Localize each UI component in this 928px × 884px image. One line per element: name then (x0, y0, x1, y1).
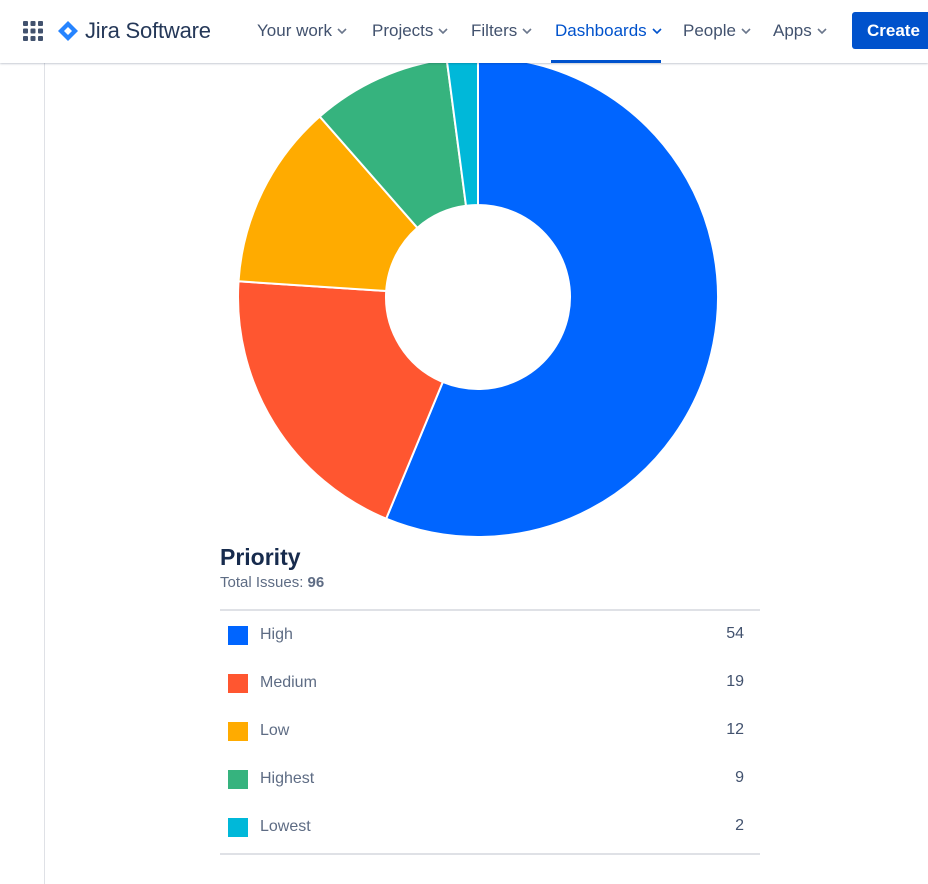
nav-your-work-label: Your work (257, 21, 332, 40)
total-issues-value: 96 (307, 574, 325, 591)
chevron-down-icon (438, 28, 448, 35)
legend-swatch (228, 722, 248, 741)
nav-people-label: People (683, 21, 736, 40)
legend-row-medium[interactable]: Medium 19 (220, 660, 760, 708)
legend-swatch (228, 626, 248, 645)
legend-row-highest[interactable]: Highest 9 (220, 756, 760, 804)
nav-apps[interactable]: Apps (773, 19, 827, 43)
chevron-down-icon (337, 28, 347, 35)
nav-projects-label: Projects (372, 21, 434, 40)
legend-label[interactable]: Highest (260, 770, 315, 787)
total-issues-label: Total Issues: (220, 574, 304, 591)
chevron-down-icon (652, 28, 662, 35)
legend-swatch (228, 674, 248, 693)
donut-slice-low[interactable] (237, 115, 419, 293)
legend-label[interactable]: Low (260, 722, 290, 739)
chevron-down-icon (522, 28, 532, 35)
sidebar-divider (44, 63, 45, 884)
legend-row-high[interactable]: High 54 (220, 612, 760, 660)
legend-count: 19 (726, 673, 744, 690)
legend-count: 2 (735, 817, 744, 834)
legend-row-low[interactable]: Low 12 (220, 708, 760, 756)
donut-slice-high[interactable] (384, 55, 719, 538)
priority-legend: High 54 Medium 19 Low 12 Highest 9 Lowes… (220, 609, 760, 855)
legend-label[interactable]: Medium (260, 674, 317, 691)
nav-dashboards-label: Dashboards (555, 21, 647, 40)
total-issues: Total Issues: 96 (220, 574, 324, 591)
legend-count: 12 (726, 721, 744, 738)
jira-software-logo[interactable]: Jira Software (58, 17, 211, 45)
jira-diamond-icon (58, 21, 78, 41)
create-button[interactable]: Create (852, 12, 928, 49)
chevron-down-icon (741, 28, 751, 35)
legend-swatch (228, 818, 248, 837)
legend-label[interactable]: High (260, 626, 293, 643)
legend-count: 9 (735, 769, 744, 786)
chevron-down-icon (817, 28, 827, 35)
nav-filters[interactable]: Filters (471, 19, 532, 43)
legend-row-lowest[interactable]: Lowest 2 (220, 804, 760, 852)
top-navigation: Jira Software Your work Projects Filters… (0, 0, 928, 63)
app-switcher-grid-icon[interactable] (23, 21, 43, 41)
chart-title: Priority (220, 544, 301, 570)
nav-people[interactable]: People (683, 19, 751, 43)
nav-projects[interactable]: Projects (372, 19, 448, 43)
donut-slice-medium[interactable] (237, 280, 445, 521)
nav-filters-label: Filters (471, 21, 518, 40)
legend-count: 54 (726, 625, 744, 642)
nav-dashboards[interactable]: Dashboards (555, 19, 662, 43)
brand-name: Jira Software (85, 18, 211, 43)
active-tab-indicator (551, 60, 661, 63)
nav-apps-label: Apps (773, 21, 812, 40)
nav-your-work[interactable]: Your work (257, 19, 347, 43)
legend-swatch (228, 770, 248, 789)
legend-label[interactable]: Lowest (260, 818, 311, 835)
